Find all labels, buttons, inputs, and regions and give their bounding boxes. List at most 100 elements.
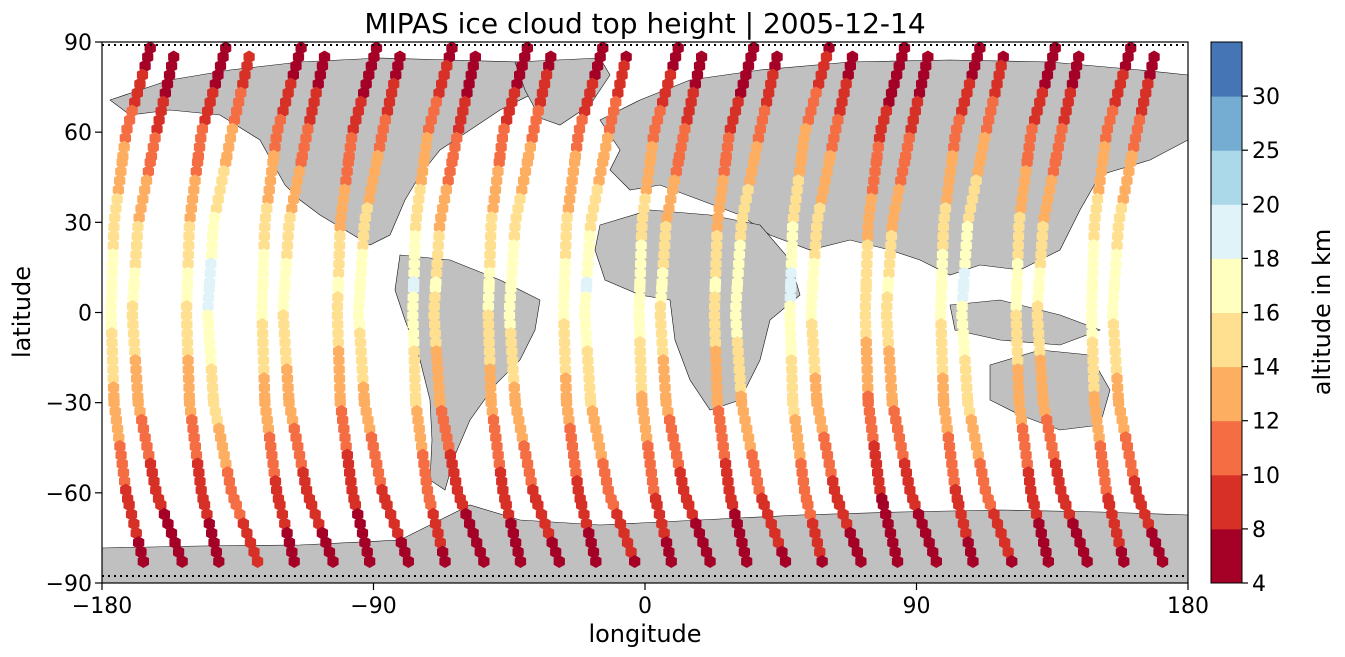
ice-cloud-point	[257, 336, 269, 350]
ice-cloud-point	[654, 309, 666, 322]
ice-cloud-point	[762, 507, 774, 521]
ice-cloud-point	[289, 183, 302, 197]
ice-cloud-point	[659, 229, 671, 243]
ice-cloud-point	[1085, 309, 1098, 322]
y-tick-label: −90	[46, 572, 92, 597]
ice-cloud-point	[711, 229, 723, 243]
ice-cloud-point	[370, 155, 383, 169]
ice-cloud-point	[1112, 229, 1124, 243]
ice-cloud-point	[109, 404, 121, 418]
ice-cloud-point	[129, 266, 141, 280]
ice-cloud-point	[657, 266, 669, 280]
ice-cloud-point	[956, 300, 968, 313]
ice-cloud-point	[655, 318, 667, 331]
ice-cloud-point	[257, 327, 269, 340]
ice-cloud-point	[862, 381, 874, 395]
ice-cloud-point	[916, 517, 928, 531]
ice-cloud-point	[208, 211, 221, 225]
ice-cloud-point	[873, 131, 886, 145]
ice-cloud-point	[428, 300, 440, 313]
colorbar: 4 8 10 12 14 16 18 20 25 30	[1210, 41, 1280, 597]
ice-cloud-point	[730, 291, 743, 304]
ice-cloud-point	[710, 257, 722, 271]
ice-cloud-point	[579, 309, 591, 322]
ice-cloud-point	[131, 239, 143, 252]
ice-cloud-point	[508, 229, 520, 243]
ice-cloud-points	[105, 41, 1169, 568]
ice-cloud-point	[206, 239, 218, 252]
ice-cloud-point	[1098, 140, 1111, 154]
ice-cloud-point	[334, 381, 346, 395]
ice-cloud-point	[1108, 327, 1120, 340]
ice-cloud-point	[1012, 239, 1024, 252]
ice-cloud-point	[713, 202, 725, 215]
ice-cloud-point	[237, 517, 249, 531]
ice-cloud-point	[505, 282, 517, 295]
ice-cloud-point	[1142, 517, 1154, 531]
ice-cloud-point	[884, 248, 896, 262]
ice-cloud-point	[808, 257, 820, 271]
ice-cloud-point	[369, 165, 381, 178]
ice-cloud-point	[995, 526, 1007, 540]
ice-cloud-point	[1010, 318, 1023, 331]
ice-cloud-point	[634, 266, 646, 280]
ice-cloud-point	[356, 248, 368, 262]
ice-cloud-point	[1035, 363, 1047, 377]
ice-cloud-point	[884, 363, 896, 377]
ice-cloud-point	[1036, 381, 1048, 395]
ice-cloud-point	[108, 229, 120, 243]
ice-cloud-point	[430, 266, 443, 280]
ice-cloud-point	[408, 257, 420, 271]
ice-cloud-point	[333, 257, 345, 271]
ice-cloud-point	[855, 555, 867, 568]
ice-cloud-point	[127, 318, 139, 331]
ice-cloud-point	[833, 498, 846, 512]
ice-cloud-point	[107, 354, 119, 368]
ice-cloud-point	[335, 211, 347, 225]
ice-cloud-point	[508, 239, 520, 252]
ice-cloud-point	[505, 327, 517, 340]
ice-cloud-point	[116, 155, 128, 169]
ice-cloud-point	[1087, 266, 1099, 280]
ice-cloud-point	[1156, 555, 1169, 568]
ice-cloud-point	[203, 282, 215, 295]
ice-cloud-point	[542, 526, 555, 540]
ice-cloud-point	[1011, 266, 1023, 280]
ice-cloud-point	[936, 363, 949, 377]
ice-cloud-point	[584, 381, 596, 395]
ice-cloud-point	[279, 282, 291, 295]
ice-cloud-point	[1032, 318, 1044, 331]
ice-cloud-point	[859, 300, 871, 313]
ice-cloud-point	[181, 336, 194, 350]
ice-cloud-point	[785, 345, 797, 359]
ice-cloud-point	[283, 220, 295, 234]
ice-cloud-point	[936, 248, 949, 262]
colorbar-bin	[1211, 312, 1242, 368]
ice-cloud-point	[1089, 211, 1101, 225]
ice-cloud-point	[487, 202, 499, 215]
ice-cloud-point	[565, 431, 577, 445]
ice-cloud-point	[332, 327, 344, 340]
ice-cloud-point	[408, 345, 420, 359]
ice-cloud-point	[320, 536, 332, 550]
ice-cloud-point	[580, 282, 592, 295]
ice-cloud-point	[129, 345, 141, 359]
ice-cloud-point	[1088, 381, 1100, 395]
ice-cloud-point	[431, 257, 443, 271]
ice-cloud-point	[633, 309, 645, 322]
ice-cloud-point	[413, 192, 425, 206]
ice-cloud-point	[409, 229, 421, 243]
ice-cloud-point	[658, 372, 671, 386]
ice-cloud-point	[582, 363, 595, 377]
ice-cloud-point	[264, 174, 277, 188]
ice-cloud-point	[949, 131, 961, 145]
ice-cloud-point	[709, 300, 721, 313]
ice-cloud-point	[257, 257, 270, 271]
ice-cloud-point	[490, 431, 502, 445]
colorbar-label: altitude in km	[1308, 229, 1336, 396]
ice-cloud-point	[589, 192, 601, 206]
ice-cloud-point	[1013, 229, 1025, 243]
ice-cloud-point	[334, 229, 346, 243]
ice-cloud-point	[794, 448, 806, 462]
ice-cloud-point	[639, 192, 651, 206]
